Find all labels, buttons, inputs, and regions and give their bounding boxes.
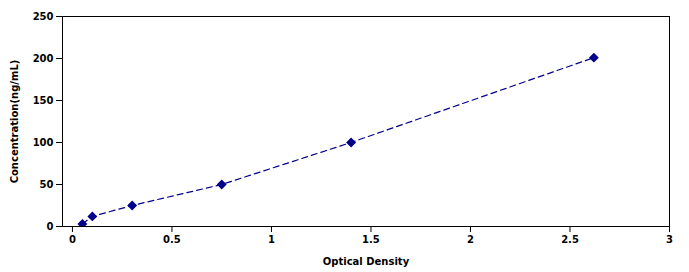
svg-text:0: 0 (47, 221, 54, 232)
svg-text:150: 150 (33, 95, 54, 106)
svg-text:200: 200 (33, 53, 54, 64)
svg-text:Optical Density: Optical Density (323, 256, 410, 267)
svg-text:100: 100 (33, 137, 54, 148)
svg-text:3: 3 (666, 234, 673, 245)
svg-text:0: 0 (69, 234, 76, 245)
svg-text:250: 250 (33, 11, 54, 22)
svg-text:Concentration(ng/mL): Concentration(ng/mL) (9, 60, 20, 184)
svg-text:1.5: 1.5 (362, 234, 380, 245)
svg-text:50: 50 (40, 179, 54, 190)
svg-text:2: 2 (467, 234, 474, 245)
svg-text:2.5: 2.5 (561, 234, 579, 245)
svg-text:1: 1 (268, 234, 275, 245)
svg-text:0.5: 0.5 (163, 234, 181, 245)
